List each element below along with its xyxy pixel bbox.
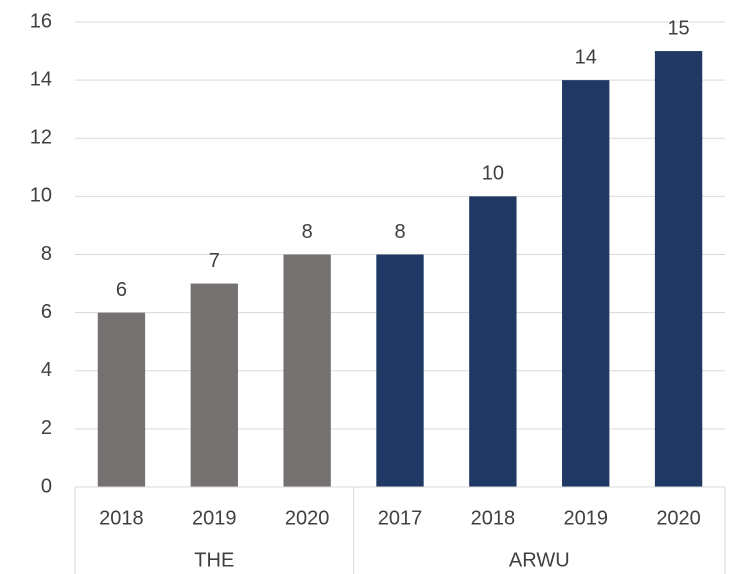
y-tick-label: 14: [30, 68, 52, 90]
data-label: 8: [394, 221, 405, 243]
y-tick-label: 16: [30, 10, 52, 32]
bar: [283, 254, 331, 487]
data-label: 6: [116, 279, 127, 301]
bar: [376, 254, 424, 487]
data-label: 15: [667, 17, 689, 39]
y-tick-label: 6: [41, 301, 52, 323]
y-tick-label: 0: [41, 475, 52, 497]
x-tick-label: 2020: [656, 507, 701, 529]
data-label: 14: [575, 46, 597, 68]
data-label: 8: [302, 221, 313, 243]
x-tick-label: 2019: [192, 507, 237, 529]
x-tick-label: 2017: [378, 507, 423, 529]
y-tick-label: 12: [30, 127, 52, 149]
bar: [469, 196, 517, 487]
bar: [562, 80, 610, 487]
x-tick-label: 2018: [471, 507, 516, 529]
data-label: 7: [209, 250, 220, 272]
group-label: THE: [194, 549, 234, 571]
y-tick-label: 8: [41, 243, 52, 265]
x-tick-label: 2020: [285, 507, 330, 529]
x-tick-label: 2018: [99, 507, 144, 529]
x-tick-label: 2019: [563, 507, 608, 529]
y-tick-label: 10: [30, 185, 52, 207]
bar: [97, 312, 146, 487]
bar: [190, 283, 238, 487]
bar: [654, 51, 703, 487]
y-tick-label: 4: [41, 359, 52, 381]
group-label: ARWU: [509, 549, 570, 571]
data-label: 10: [482, 163, 504, 185]
y-tick-label: 2: [41, 417, 52, 439]
